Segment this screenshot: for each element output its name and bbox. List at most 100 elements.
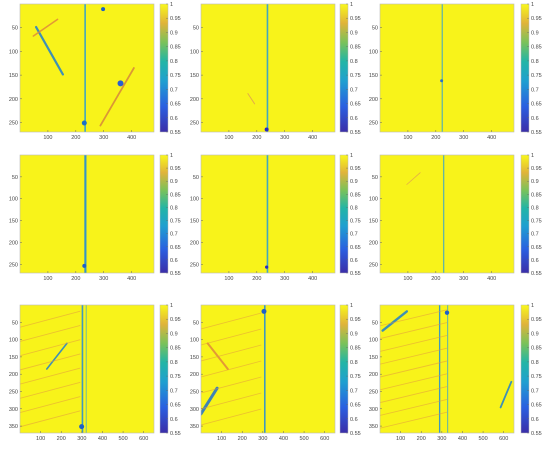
y-tick-label: 150 <box>9 355 18 361</box>
y-tick-label: 100 <box>369 197 378 203</box>
colorbar-tick-label: 0.75 <box>531 73 542 79</box>
colorbar-tick-label: 0.9 <box>531 30 539 36</box>
y-tick-label: 100 <box>190 197 199 203</box>
x-tick-label: 300 <box>437 436 446 442</box>
hatch-feature <box>380 360 448 378</box>
colorbar-tick-label: 0.85 <box>170 192 181 198</box>
colorbar-tick-label: 0.65 <box>170 245 181 251</box>
hatch-feature <box>20 353 81 371</box>
heatmap-panel-3: 100 200 300 400 50 100 150 200 250 0.55 0.6 0.65 0.7… <box>369 2 542 141</box>
y-tick-label: 300 <box>369 407 378 413</box>
y-tick-label: 250 <box>369 389 378 395</box>
heatmap-panel-1: 100 200 300 400 50 100 150 200 250 0.55 0.6 0.65 0.7… <box>9 2 181 141</box>
colorbar-tick-label: 1 <box>531 2 534 8</box>
colorbar-tick-label: 0.6 <box>350 258 358 264</box>
colorbar-tick-label: 0.6 <box>350 417 358 423</box>
colorbar-tick-label: 0.75 <box>531 374 542 380</box>
y-tick-label: 200 <box>9 97 18 103</box>
spot-feature <box>440 79 444 83</box>
y-tick-label: 200 <box>369 240 378 246</box>
vertical-feature <box>84 4 86 132</box>
streak-feature <box>406 172 421 185</box>
spot-feature <box>444 310 450 315</box>
x-tick-label: 400 <box>308 276 317 282</box>
colorbar-tick-label: 0.6 <box>170 417 178 423</box>
colorbar-tick-label: 0.8 <box>350 205 358 211</box>
x-tick-label: 100 <box>403 276 412 282</box>
x-tick-label: 200 <box>57 436 66 442</box>
colorbar-tick-label: 0.75 <box>350 73 361 79</box>
x-tick-label: 100 <box>224 135 233 141</box>
x-tick-label: 100 <box>403 135 412 141</box>
colorbar <box>159 154 169 274</box>
x-tick-label: 100 <box>396 436 405 442</box>
y-tick-label: 50 <box>372 320 378 326</box>
colorbar-tick-label: 0.85 <box>350 346 361 352</box>
heatmap-field <box>20 4 154 132</box>
x-tick-label: 400 <box>279 436 288 442</box>
hatch-feature <box>380 322 448 340</box>
streak-feature <box>45 342 68 370</box>
y-tick-label: 200 <box>369 97 378 103</box>
vertical-feature <box>442 155 445 273</box>
hatch-feature <box>380 334 448 352</box>
colorbar-tick-label: 0.75 <box>531 219 542 225</box>
colorbar-tick-label: 0.9 <box>350 30 358 36</box>
y-tick-label: 150 <box>369 355 378 361</box>
x-tick-label: 100 <box>217 436 226 442</box>
plot-frame <box>379 154 515 274</box>
colorbar <box>339 304 349 434</box>
y-tick-label: 350 <box>9 424 18 430</box>
streak-feature <box>201 386 219 416</box>
colorbar-tick-label: 0.9 <box>170 179 178 185</box>
colorbar-tick-label: 1 <box>170 153 173 159</box>
colorbar-tick-label: 1 <box>350 2 353 8</box>
heatmap-panel-9: 100 200 300 400 500 600 50 100 150 200 250 300 350 0.… <box>369 303 542 442</box>
heatmap-field <box>20 155 154 273</box>
hatch-feature <box>20 367 81 385</box>
colorbar-tick-label: 1 <box>170 2 173 8</box>
colorbar-tick-label: 0.65 <box>170 403 181 409</box>
heatmap-panel-7: 100 200 300 400 500 600 50 100 150 200 250 300 350 0.… <box>9 303 181 442</box>
x-tick-label: 400 <box>487 276 496 282</box>
colorbar-tick-label: 0.95 <box>170 317 181 323</box>
y-tick-label: 150 <box>190 219 199 225</box>
x-tick-label: 500 <box>299 436 308 442</box>
colorbar-tick-label: 0.9 <box>350 179 358 185</box>
colorbar-tick-label: 1 <box>350 303 353 309</box>
colorbar-tick-label: 0.75 <box>170 219 181 225</box>
hatch-feature <box>201 344 262 362</box>
y-tick-label: 200 <box>190 97 199 103</box>
x-tick-label: 600 <box>139 436 148 442</box>
x-tick-label: 400 <box>487 135 496 141</box>
x-tick-label: 400 <box>98 436 107 442</box>
y-tick-label: 50 <box>193 26 199 32</box>
hatch-feature <box>201 408 262 426</box>
hatch-feature <box>380 347 448 365</box>
hatch-feature <box>20 310 81 328</box>
heatmap-panel-4: 100 200 300 400 50 100 150 200 250 0.55 0.6 0.65 0.7… <box>9 153 181 282</box>
x-tick-label: 100 <box>36 436 45 442</box>
colorbar-tick-label: 0.85 <box>350 45 361 51</box>
x-tick-label: 400 <box>308 135 317 141</box>
plot-frame <box>19 3 155 133</box>
colorbar-tick-label: 0.7 <box>531 87 539 93</box>
colorbar-tick-label: 0.6 <box>531 116 539 122</box>
streak-feature <box>32 18 59 37</box>
hatch-feature <box>380 386 448 404</box>
streak-feature <box>499 380 513 409</box>
colorbar-tick-label: 0.55 <box>170 431 181 437</box>
x-tick-label: 400 <box>127 135 136 141</box>
hatch-feature <box>20 410 81 428</box>
y-tick-label: 150 <box>369 219 378 225</box>
y-tick-label: 350 <box>369 424 378 430</box>
x-tick-label: 200 <box>238 436 247 442</box>
y-tick-label: 150 <box>190 73 199 79</box>
colorbar-tick-label: 0.95 <box>170 166 181 172</box>
colorbar-tick-label: 0.55 <box>350 271 361 277</box>
y-tick-label: 250 <box>190 262 199 268</box>
colorbar-tick-label: 0.65 <box>531 245 542 251</box>
y-tick-label: 350 <box>190 424 199 430</box>
hatch-feature <box>201 360 262 378</box>
